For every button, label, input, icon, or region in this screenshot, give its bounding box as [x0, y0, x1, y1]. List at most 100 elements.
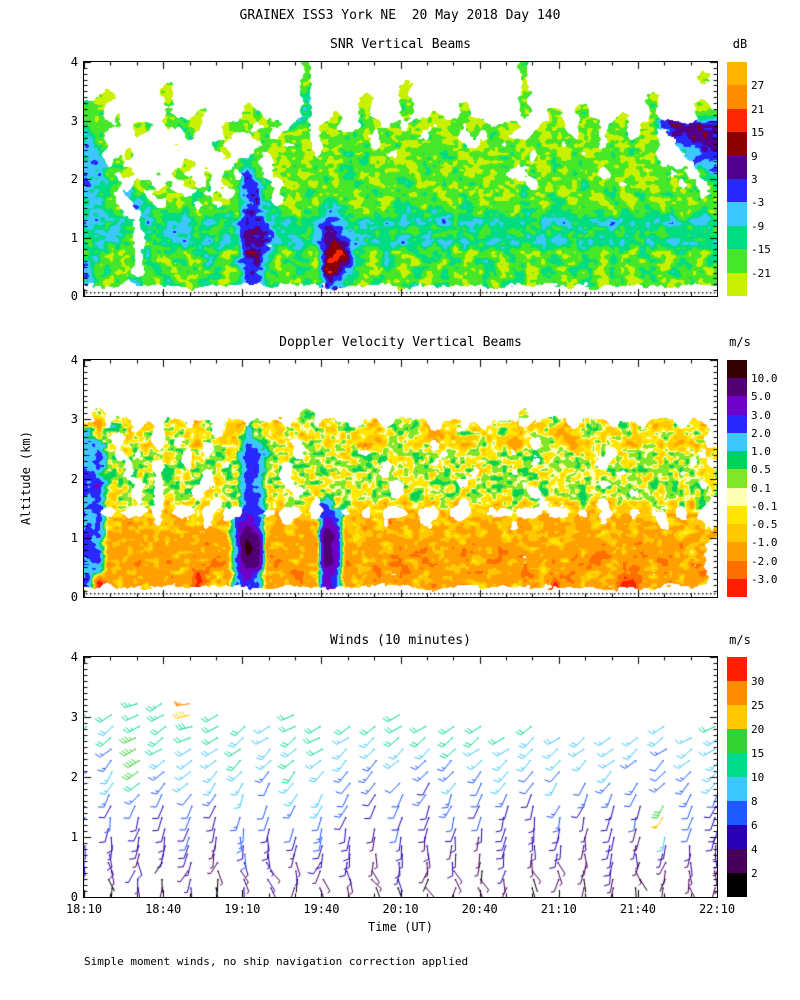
colorbar-cell [727, 132, 747, 157]
x-tick-label: 20:40 [461, 902, 498, 916]
colorbar-tick-label: 25 [751, 699, 765, 712]
colorbar-cell [727, 451, 747, 470]
colorbar-tick-label: -1.0 [751, 536, 778, 550]
colorbar-cell [727, 155, 747, 180]
y-axis-title: Altitude (km) [19, 431, 33, 525]
colorbar-cell [727, 469, 747, 489]
colorbar-cell [727, 560, 747, 580]
y-tick-label: 1 [70, 530, 78, 545]
colorbar-tick-label: 10 [751, 771, 765, 784]
colorbar-tick-label: 27 [751, 79, 765, 93]
y-tick-label: 0 [70, 890, 78, 904]
x-tick-label: 18:40 [145, 902, 182, 916]
panel-doppler-title: Doppler Velocity Vertical Beams [279, 335, 522, 350]
y-tick-label: 4 [70, 55, 78, 69]
colorbar-tick-label: 15 [751, 747, 765, 760]
colorbar-tick-label: 3.0 [751, 408, 771, 422]
y-tick-label: 0 [70, 289, 78, 303]
colorbar-cell [727, 272, 747, 296]
y-tick-label: 2 [70, 172, 78, 186]
colorbar-cell [727, 524, 747, 543]
x-tick-label: 22:10 [698, 902, 736, 916]
y-tick-label: 4 [70, 353, 78, 367]
colorbar-cell [727, 705, 747, 730]
colorbar-cell [727, 753, 747, 778]
colorbar-tick-label: 15 [751, 126, 765, 140]
colorbar-2 [727, 657, 747, 897]
colorbar-tick-label: -0.5 [751, 518, 778, 532]
colorbar-tick-label: 4 [751, 843, 758, 856]
colorbar-cell [727, 777, 747, 802]
winds-barb-plot [83, 656, 718, 898]
colorbar-cell [727, 396, 747, 416]
colorbar-tick-label: -3.0 [751, 572, 778, 586]
colorbar-cell [727, 681, 747, 706]
colorbar-cell [727, 801, 747, 826]
colorbar-cell [727, 505, 747, 525]
x-tick-label: 18:10 [65, 902, 103, 916]
colorbar-cell [727, 578, 747, 597]
colorbar-tick-label: -9 [751, 219, 765, 233]
winds-barb-canvas [84, 657, 717, 897]
x-tick-label: 20:10 [382, 902, 419, 916]
colorbar-cell [727, 378, 747, 398]
winds-colorbar-units: m/s [729, 633, 751, 647]
colorbar-tick-label: -15 [751, 243, 771, 257]
colorbar-cell [727, 873, 747, 897]
colorbar-cell [727, 432, 747, 452]
x-tick-label: 19:10 [224, 902, 261, 916]
y-tick-label: 0 [70, 590, 78, 604]
y-tick-label: 3 [70, 710, 78, 724]
y-tick-label: 1 [70, 230, 78, 245]
colorbar-tick-label: 2.0 [751, 426, 771, 440]
y-tick-label: 3 [70, 412, 78, 427]
colorbar-cell [727, 225, 747, 250]
colorbar-cell [727, 360, 747, 379]
colorbar-cell [727, 849, 747, 874]
doppler-heatmap-plot [83, 359, 718, 598]
snr-colorbar-units: dB [732, 37, 748, 51]
colorbar-cell [727, 179, 747, 203]
colorbar-0 [727, 62, 747, 296]
colorbar-cell [727, 729, 747, 754]
colorbar-tick-label: 10.0 [751, 372, 778, 386]
y-tick-label: 2 [70, 471, 78, 486]
x-tick-label: 21:10 [540, 902, 577, 916]
figure-title: GRAINEX ISS3 York NE 20 May 2018 Day 140 [239, 8, 561, 23]
colorbar-cell [727, 249, 747, 274]
colorbar-cell [727, 108, 747, 133]
colorbar-tick-label: 2 [751, 867, 758, 880]
colorbar-cell [727, 414, 747, 434]
colorbar-tick-label: 1.0 [751, 445, 771, 459]
colorbar-cell [727, 542, 747, 562]
colorbar-cell [727, 62, 747, 86]
panel-snr-title: SNR Vertical Beams [330, 37, 471, 52]
colorbar-cell [727, 487, 747, 507]
x-tick-label: 19:40 [303, 902, 340, 916]
colorbar-cell [727, 202, 747, 227]
panel-winds-title: Winds (10 minutes) [330, 633, 471, 648]
footer-note: Simple moment winds, no ship navigation … [84, 955, 469, 968]
colorbar-cell [727, 657, 747, 682]
colorbar-tick-label: 20 [751, 723, 765, 736]
colorbar-1 [727, 360, 747, 597]
y-tick-label: 3 [70, 113, 78, 128]
colorbar-tick-label: 6 [751, 819, 758, 832]
y-tick-label: 2 [70, 770, 78, 784]
colorbar-tick-label: 30 [751, 675, 765, 688]
colorbar-tick-label: 0.1 [751, 481, 771, 495]
colorbar-cell [727, 85, 747, 110]
colorbar-tick-label: 8 [751, 795, 758, 808]
y-tick-label: 1 [70, 830, 78, 844]
colorbar-tick-label: -0.1 [751, 499, 778, 513]
colorbar-cell [727, 825, 747, 850]
y-tick-label: 4 [70, 650, 78, 664]
colorbar-tick-label: -2.0 [751, 554, 778, 568]
doppler-colorbar-units: m/s [729, 335, 751, 349]
snr-heatmap-canvas [84, 62, 717, 296]
colorbar-tick-label: -3 [751, 196, 765, 210]
colorbar-tick-label: 3 [751, 173, 758, 186]
snr-heatmap-plot [83, 61, 718, 297]
colorbar-tick-label: -21 [751, 266, 771, 280]
